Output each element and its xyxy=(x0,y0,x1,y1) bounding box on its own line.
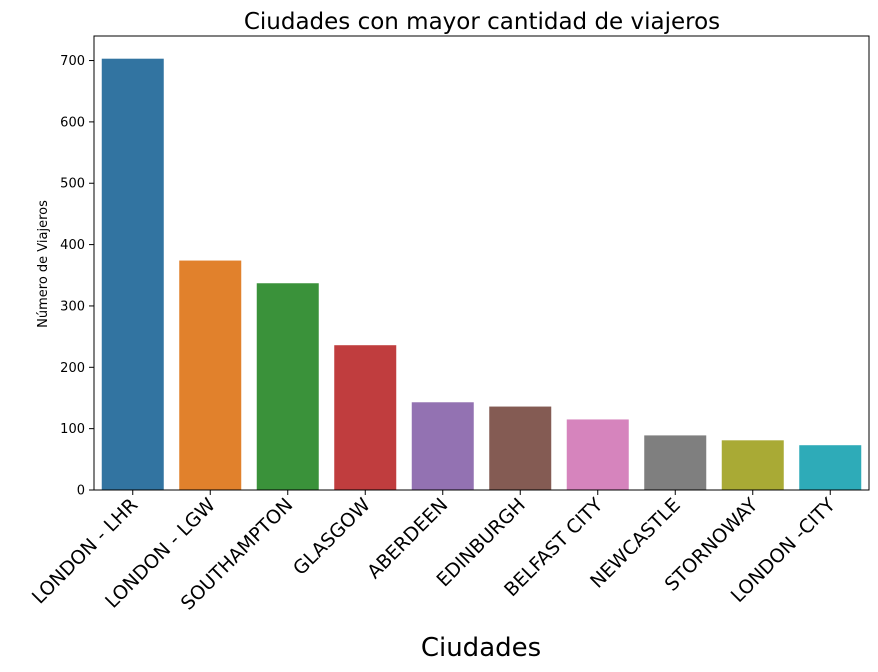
y-tick-label: 300 xyxy=(60,299,85,314)
bar xyxy=(489,406,552,490)
chart-title: Ciudades con mayor cantidad de viajeros xyxy=(244,9,720,35)
bar xyxy=(256,283,319,490)
y-tick-label: 200 xyxy=(60,361,85,376)
y-tick-label: 600 xyxy=(60,115,85,130)
bar xyxy=(179,260,242,490)
bar xyxy=(334,345,397,490)
y-tick-label: 500 xyxy=(60,177,85,192)
bar xyxy=(411,402,474,490)
plot-frame xyxy=(93,35,870,491)
y-tick-label: 0 xyxy=(77,484,85,499)
bar xyxy=(721,440,784,490)
bar xyxy=(101,58,164,490)
x-axis-label: Ciudades xyxy=(421,633,541,663)
bar xyxy=(799,445,862,490)
y-tick-label: 100 xyxy=(60,422,85,437)
bar xyxy=(566,419,629,490)
y-tick-label: 400 xyxy=(60,238,85,253)
y-tick-label: 700 xyxy=(60,54,85,69)
y-axis-label: Número de Viajeros xyxy=(36,200,51,328)
bar xyxy=(644,435,707,490)
x-tick-label: GLASGOW xyxy=(289,494,375,580)
